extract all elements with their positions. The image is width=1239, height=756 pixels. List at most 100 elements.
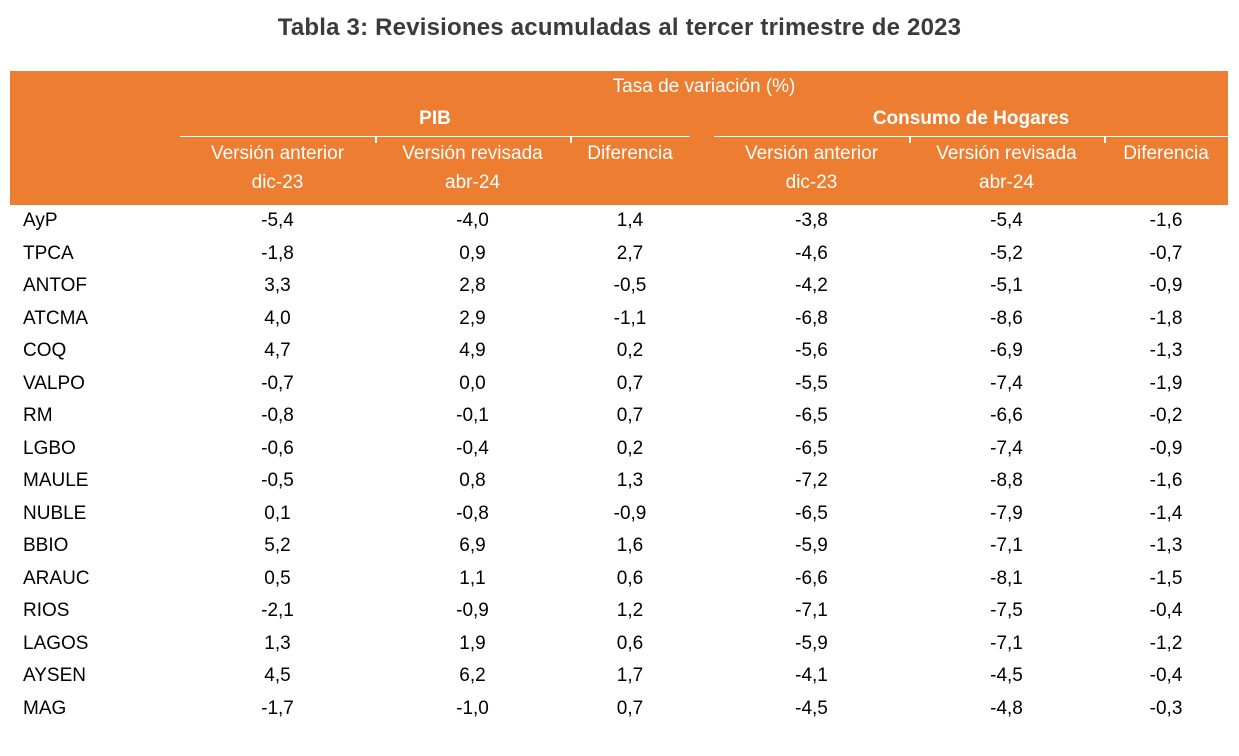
date-header-pib-anterior: dic-23 xyxy=(180,170,375,205)
col-header-pib-revisada: Versión revisada xyxy=(375,136,570,170)
value-cell: -5,6 xyxy=(795,340,828,362)
col-header-consumo-anterior: Versión anterior xyxy=(714,136,909,170)
table-row: COQ 4,7 4,9 0,2 -5,6 -6,9 -1,3 xyxy=(10,335,1228,368)
gap-cell xyxy=(690,205,714,238)
date-header-pib-revisada: abr-24 xyxy=(375,170,570,205)
value-cell: 2,7 xyxy=(616,242,644,264)
value-cell: -1,9 xyxy=(1149,372,1183,394)
value-cell: -6,5 xyxy=(795,502,828,524)
value-cell: -6,6 xyxy=(990,405,1023,427)
table-header: Tasa de variación (%) PIB Consumo de Hog… xyxy=(10,71,1229,205)
value-cell: -5,9 xyxy=(795,632,828,654)
region-label: RIOS xyxy=(23,600,70,622)
header-row-columns: Versión anterior Versión revisada Difere… xyxy=(10,136,1229,170)
value-cell: -1,1 xyxy=(613,307,647,329)
region-label: ATCMA xyxy=(23,307,89,329)
value-cell: -0,3 xyxy=(1149,697,1183,719)
header-gap xyxy=(690,102,714,137)
date-header-pib-diferencia xyxy=(570,170,690,205)
value-cell: -4,0 xyxy=(456,210,489,232)
value-cell: -7,1 xyxy=(795,600,828,622)
value-cell: -1,8 xyxy=(261,242,294,264)
value-cell: -5,4 xyxy=(261,210,294,232)
value-cell: 1,1 xyxy=(459,567,486,589)
value-cell: -3,8 xyxy=(795,210,828,232)
gap-cell xyxy=(690,498,714,531)
value-cell: -1,4 xyxy=(1149,502,1183,524)
region-label: COQ xyxy=(23,340,67,362)
gap-cell xyxy=(690,595,714,628)
value-cell: -0,8 xyxy=(456,502,489,524)
table-row: AYSEN 4,5 6,2 1,7 -4,1 -4,5 -0,4 xyxy=(10,660,1228,693)
gap-cell xyxy=(690,433,714,466)
gap-cell xyxy=(690,465,714,498)
value-cell: -7,1 xyxy=(990,632,1023,654)
value-cell: 2,9 xyxy=(459,307,486,329)
value-cell: 4,5 xyxy=(264,665,291,687)
gap-cell xyxy=(690,530,714,563)
value-cell: -4,5 xyxy=(990,665,1023,687)
value-cell: -0,2 xyxy=(1149,405,1183,427)
table-row: NUBLE 0,1 -0,8 -0,9 -6,5 -7,9 -1,4 xyxy=(10,498,1228,531)
region-label: RM xyxy=(23,405,53,427)
value-cell: -1,3 xyxy=(1149,340,1183,362)
date-header-consumo-diferencia xyxy=(1104,170,1229,205)
value-cell: 0,0 xyxy=(459,372,486,394)
value-cell: -0,9 xyxy=(613,502,647,524)
value-cell: -0,4 xyxy=(456,437,489,459)
value-cell: 1,4 xyxy=(616,210,644,232)
value-cell: 4,9 xyxy=(459,340,486,362)
value-cell: 6,9 xyxy=(459,535,486,557)
table-row: LAGOS 1,3 1,9 0,6 -5,9 -7,1 -1,2 xyxy=(10,628,1228,661)
header-row-groups: PIB Consumo de Hogares xyxy=(10,102,1229,137)
header-corner-blank xyxy=(10,71,180,102)
gap-cell xyxy=(690,563,714,596)
value-cell: 4,0 xyxy=(264,307,291,329)
value-cell: -0,9 xyxy=(1149,437,1183,459)
value-cell: -7,5 xyxy=(990,600,1023,622)
table-row: RIOS -2,1 -0,9 1,2 -7,1 -7,5 -0,4 xyxy=(10,595,1228,628)
header-blank xyxy=(10,170,180,205)
value-cell: 0,8 xyxy=(459,470,486,492)
value-cell: -6,5 xyxy=(795,405,828,427)
value-cell: -8,6 xyxy=(990,307,1023,329)
gap-cell xyxy=(690,693,714,726)
table-row: AyP -5,4 -4,0 1,4 -3,8 -5,4 -1,6 xyxy=(10,205,1228,238)
value-cell: 0,6 xyxy=(616,632,644,654)
value-cell: 4,7 xyxy=(264,340,291,362)
date-header-consumo-revisada: abr-24 xyxy=(909,170,1104,205)
value-cell: -5,4 xyxy=(990,210,1023,232)
table-row: MAG -1,7 -1,0 0,7 -4,5 -4,8 -0,3 xyxy=(10,693,1228,726)
value-cell: -7,2 xyxy=(795,470,828,492)
region-label: MAG xyxy=(23,697,67,719)
region-label: AyP xyxy=(23,210,58,232)
table-row: RM -0,8 -0,1 0,7 -6,5 -6,6 -0,2 xyxy=(10,400,1228,433)
region-label: TPCA xyxy=(23,242,74,264)
table-body: AyP -5,4 -4,0 1,4 -3,8 -5,4 -1,6 TPCA -1… xyxy=(10,205,1228,725)
value-cell: -0,5 xyxy=(261,470,294,492)
value-cell: -1,5 xyxy=(1149,567,1183,589)
value-cell: -0,7 xyxy=(261,372,294,394)
value-cell: -7,4 xyxy=(990,437,1023,459)
value-cell: -4,8 xyxy=(990,697,1023,719)
value-cell: -0,9 xyxy=(1149,275,1183,297)
table-row: ATCMA 4,0 2,9 -1,1 -6,8 -8,6 -1,8 xyxy=(10,303,1228,336)
col-header-consumo-diferencia: Diferencia xyxy=(1104,136,1229,170)
value-cell: 0,6 xyxy=(616,567,644,589)
group-header-consumo: Consumo de Hogares xyxy=(714,102,1229,137)
value-cell: 1,2 xyxy=(616,600,644,622)
value-cell: -8,1 xyxy=(990,567,1023,589)
table-row: MAULE -0,5 0,8 1,3 -7,2 -8,8 -1,6 xyxy=(10,465,1228,498)
value-cell: 1,3 xyxy=(264,632,291,654)
value-cell: 0,2 xyxy=(616,340,644,362)
value-cell: -0,4 xyxy=(1149,600,1183,622)
gap-cell xyxy=(690,628,714,661)
value-cell: -5,9 xyxy=(795,535,828,557)
value-cell: -4,1 xyxy=(795,665,828,687)
gap-cell xyxy=(690,335,714,368)
value-cell: -1,8 xyxy=(1149,307,1183,329)
value-cell: -4,5 xyxy=(795,697,828,719)
table-row: ANTOF 3,3 2,8 -0,5 -4,2 -5,1 -0,9 xyxy=(10,270,1228,303)
value-cell: -1,6 xyxy=(1149,210,1183,232)
header-gap xyxy=(690,136,714,170)
